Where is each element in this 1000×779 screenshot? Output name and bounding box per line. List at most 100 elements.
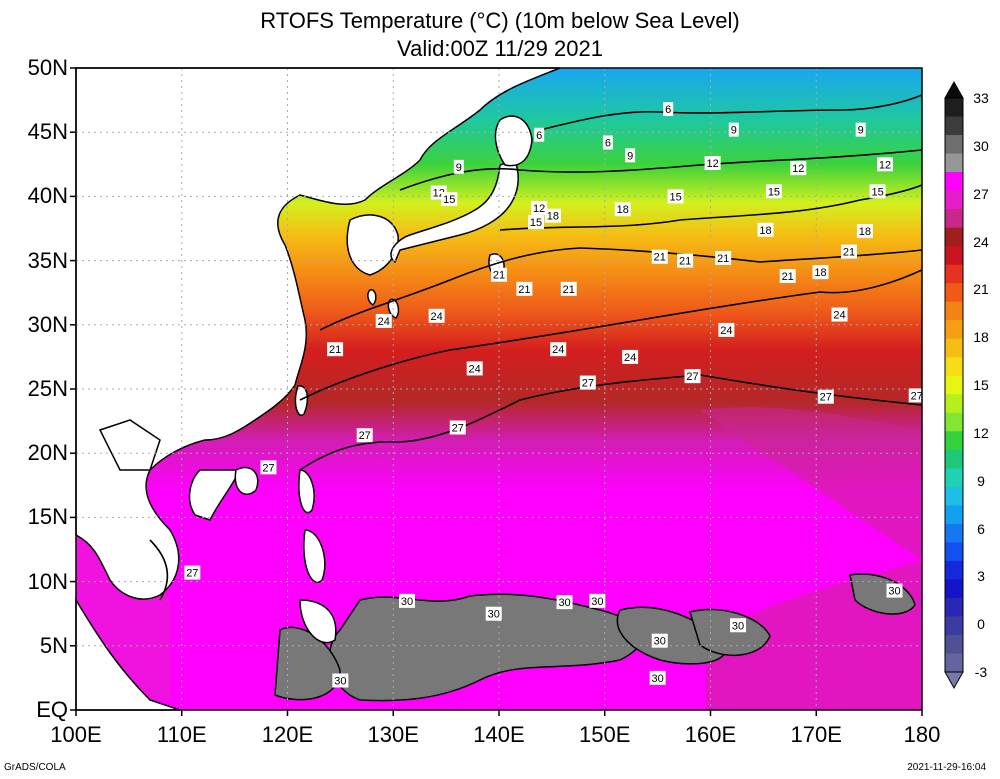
svg-text:15: 15 bbox=[768, 186, 780, 198]
svg-text:24: 24 bbox=[720, 325, 732, 337]
footer-software: GrADS/COLA bbox=[4, 762, 66, 773]
colorbar-swatch bbox=[945, 320, 963, 340]
lat-label: EQ bbox=[36, 697, 68, 722]
svg-text:27: 27 bbox=[820, 392, 832, 404]
map-title: RTOFS Temperature (°C) (10m below Sea Le… bbox=[260, 8, 740, 33]
contour-label: 6 bbox=[602, 135, 613, 150]
contour-label: 30 bbox=[589, 593, 606, 608]
contour-label: 9 bbox=[625, 148, 636, 163]
contour-label: 30 bbox=[886, 583, 903, 598]
colorbar-swatch bbox=[945, 338, 963, 358]
contour-label: 18 bbox=[544, 208, 561, 223]
lat-label: 30N bbox=[27, 311, 68, 337]
svg-text:27: 27 bbox=[582, 378, 594, 390]
svg-text:9: 9 bbox=[858, 125, 864, 137]
lat-label: 20N bbox=[27, 440, 68, 466]
svg-text:15: 15 bbox=[530, 217, 542, 229]
lon-label: 100E bbox=[50, 722, 102, 747]
land bbox=[75, 67, 561, 711]
contour-label: 24 bbox=[466, 361, 483, 376]
colorbar-swatch bbox=[945, 264, 963, 284]
contour-label: 9 bbox=[453, 159, 464, 174]
lat-label: 5N bbox=[39, 632, 68, 658]
colorbar-swatch bbox=[945, 468, 963, 488]
contour-label: 15 bbox=[869, 184, 886, 199]
contour-label: 21 bbox=[779, 269, 796, 284]
lat-label: 40N bbox=[27, 183, 68, 209]
contour-label: 24 bbox=[550, 342, 567, 357]
contour-label: 15 bbox=[667, 189, 684, 204]
lat-label: 45N bbox=[27, 119, 68, 145]
lon-label: 160E bbox=[684, 722, 737, 747]
svg-text:18: 18 bbox=[547, 211, 559, 223]
svg-text:21: 21 bbox=[782, 271, 794, 283]
contour-label: 30 bbox=[556, 595, 573, 610]
colorbar-label: 27 bbox=[973, 185, 989, 202]
colorbar-swatch bbox=[945, 653, 963, 673]
colorbar-label: 12 bbox=[973, 424, 989, 441]
contour-label: 21 bbox=[516, 281, 533, 296]
svg-text:9: 9 bbox=[456, 162, 462, 174]
contour-label: 24 bbox=[831, 307, 848, 322]
colorbar-swatch bbox=[945, 190, 963, 210]
colorbar-swatch bbox=[945, 116, 963, 136]
contour-label: 21 bbox=[560, 281, 577, 296]
colorbar-swatch bbox=[945, 153, 963, 173]
contour-label: 18 bbox=[757, 222, 774, 237]
colorbar-swatch bbox=[945, 523, 963, 543]
svg-text:12: 12 bbox=[533, 203, 545, 215]
svg-text:30: 30 bbox=[488, 609, 500, 621]
warmest-water-patches bbox=[274, 573, 916, 702]
contour-label: 27 bbox=[684, 369, 701, 384]
contour-label: 27 bbox=[817, 389, 834, 404]
contour-label: 12 bbox=[790, 161, 807, 176]
svg-text:18: 18 bbox=[814, 267, 826, 279]
lon-label: 120E bbox=[261, 722, 314, 747]
colorbar-min-arrow bbox=[944, 671, 964, 690]
colorbar-swatch bbox=[945, 246, 963, 266]
svg-text:30: 30 bbox=[888, 586, 900, 598]
colorbar-label: 0 bbox=[977, 616, 985, 633]
colorbar-swatch bbox=[945, 227, 963, 247]
contour-label: 9 bbox=[728, 122, 739, 137]
svg-text:27: 27 bbox=[911, 390, 923, 402]
lat-label: 25N bbox=[27, 376, 68, 401]
svg-text:9: 9 bbox=[627, 150, 633, 162]
contour-label: 18 bbox=[856, 224, 873, 239]
colorbar-label: 6 bbox=[977, 520, 985, 537]
contour-label: 21 bbox=[841, 244, 858, 259]
contour-label: 30 bbox=[649, 670, 666, 685]
lon-label: 170E bbox=[790, 722, 842, 747]
colorbar-swatch bbox=[945, 412, 963, 432]
contour-label: 30 bbox=[729, 618, 746, 633]
svg-text:30: 30 bbox=[732, 620, 744, 632]
contour-label: 27 bbox=[449, 420, 466, 435]
contour-label: 30 bbox=[651, 633, 668, 648]
svg-text:6: 6 bbox=[665, 104, 671, 116]
lat-label: 10N bbox=[27, 568, 68, 594]
colorbar-swatch bbox=[945, 375, 963, 395]
contour-label: 15 bbox=[765, 184, 782, 199]
svg-text:6: 6 bbox=[536, 130, 542, 142]
contour-label: 6 bbox=[534, 127, 545, 142]
svg-text:30: 30 bbox=[652, 673, 664, 685]
svg-text:15: 15 bbox=[443, 194, 455, 206]
contour-label: 24 bbox=[622, 349, 639, 364]
contour-label: 6 bbox=[663, 102, 674, 117]
colorbar-label: -3 bbox=[974, 664, 988, 680]
contour-label: 24 bbox=[375, 313, 392, 328]
footer-timestamp: 2021-11-29-16:04 bbox=[907, 762, 986, 773]
svg-text:21: 21 bbox=[679, 256, 691, 268]
svg-text:18: 18 bbox=[859, 226, 871, 238]
svg-text:30: 30 bbox=[558, 597, 570, 609]
contour-label: 12 bbox=[704, 156, 721, 171]
colorbar-label: 30 bbox=[973, 137, 989, 154]
contour-label: 27 bbox=[260, 460, 277, 475]
svg-text:24: 24 bbox=[430, 311, 442, 323]
svg-text:21: 21 bbox=[329, 344, 341, 356]
svg-text:21: 21 bbox=[717, 253, 729, 265]
lat-label: 15N bbox=[27, 504, 68, 530]
lat-label: 35N bbox=[27, 247, 68, 273]
